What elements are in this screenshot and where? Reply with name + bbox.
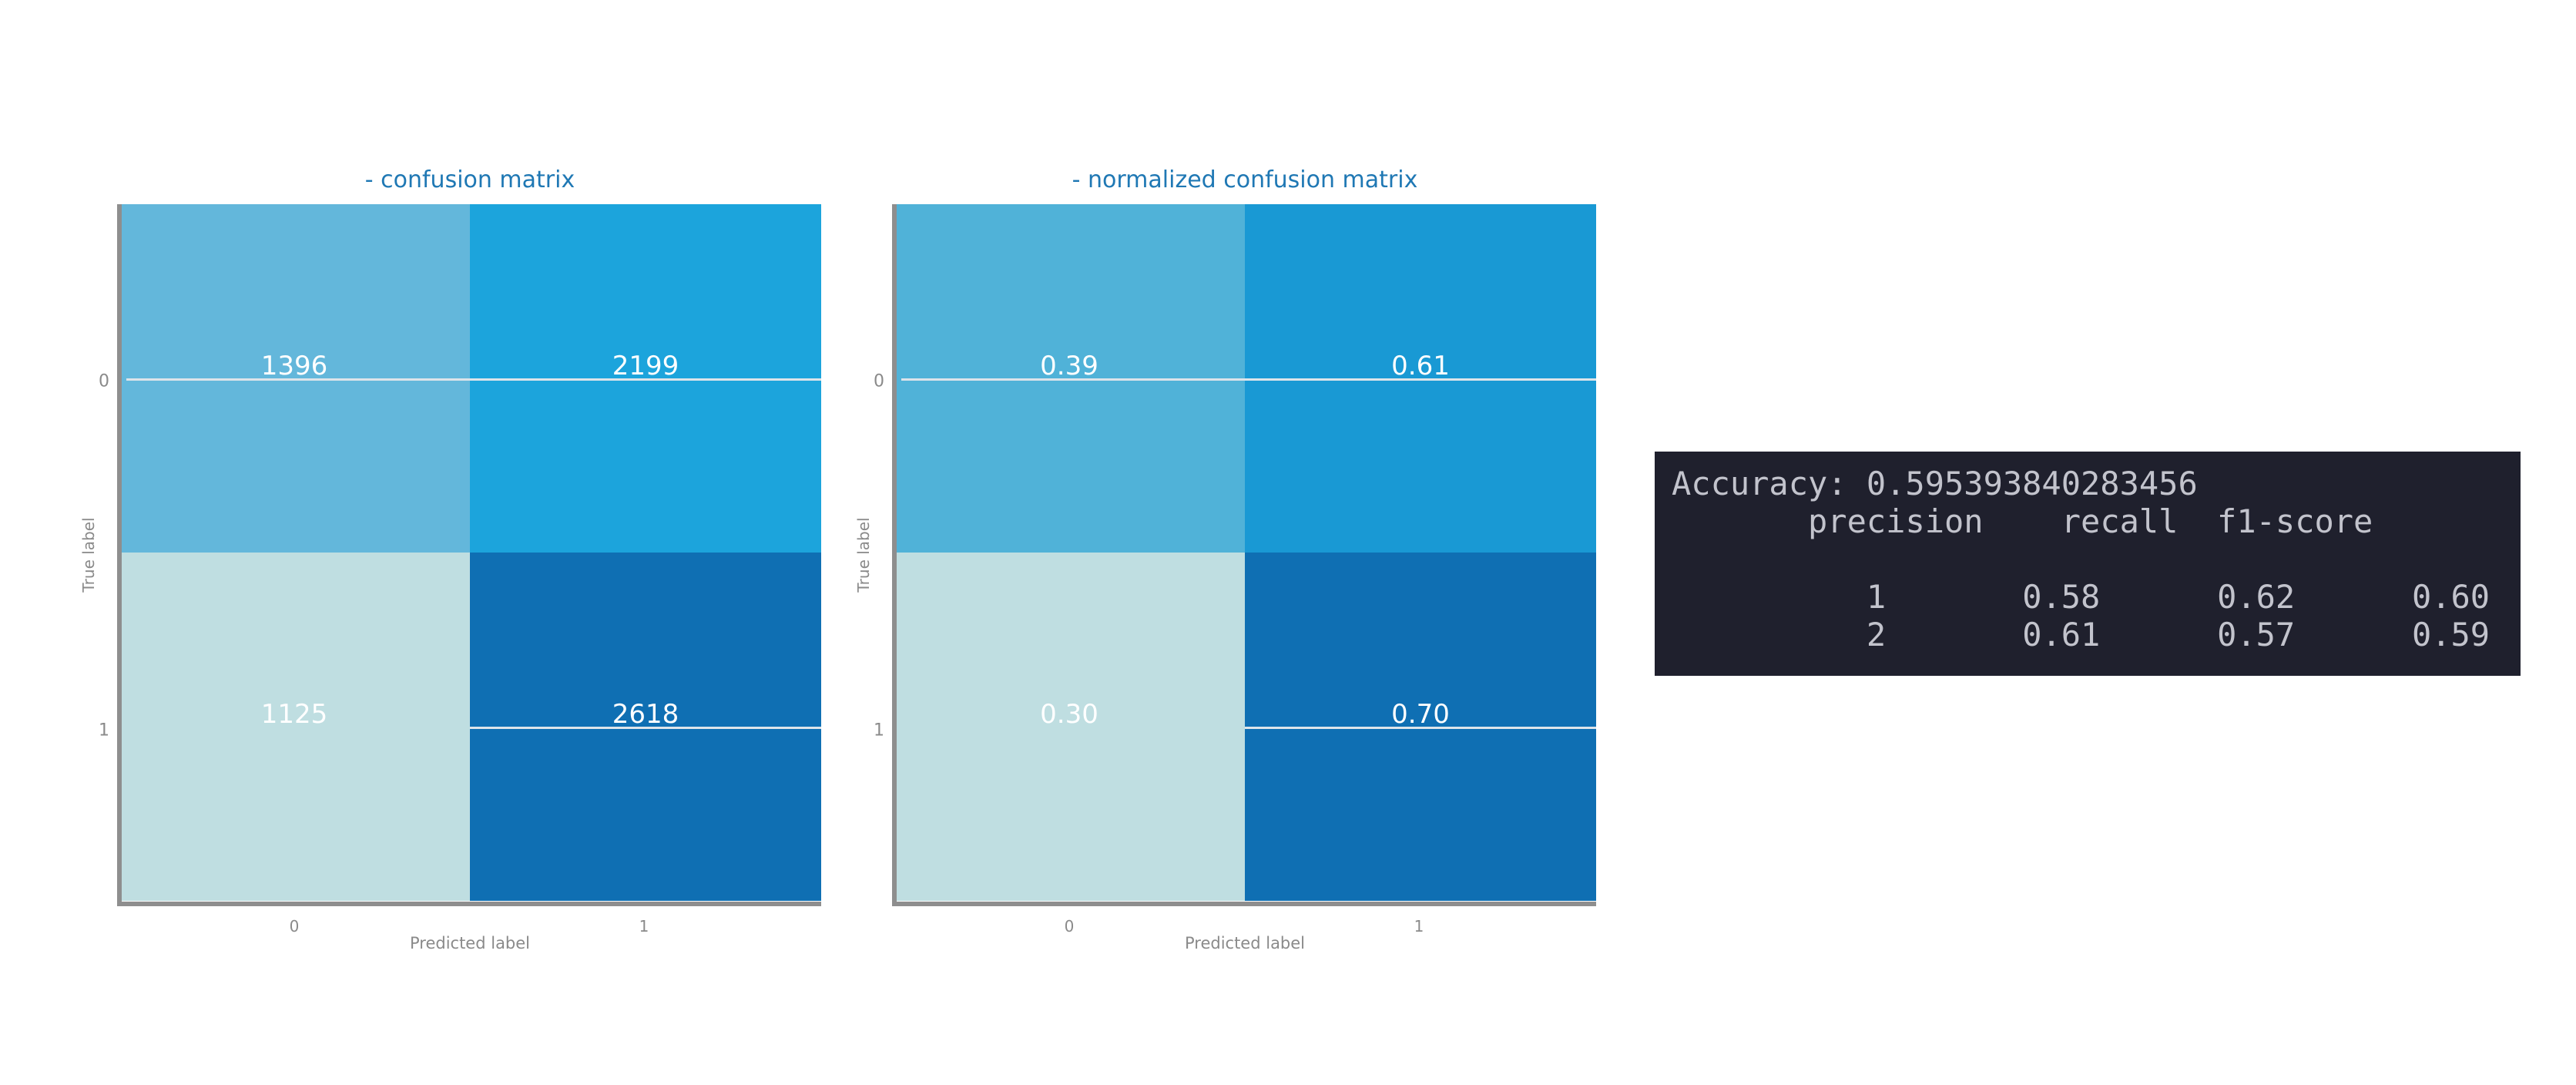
header-recall: recall [2061, 502, 2179, 540]
spacer [1672, 502, 1808, 540]
grid-line [126, 378, 821, 381]
x-axis [117, 902, 821, 906]
cell-value: 1396 [260, 351, 328, 381]
matrix-grid: 0.39 0.61 0.30 0.70 [894, 204, 1596, 902]
cell-value: 0.70 [1391, 699, 1450, 730]
row-recall: 0.62 [2217, 578, 2296, 616]
y-axis [892, 204, 897, 905]
report-header-row: precision recall f1-score [1672, 502, 2521, 540]
grid-line [901, 378, 1596, 381]
chart-title: - normalized confusion matrix [1072, 166, 1418, 193]
cell-value: 1125 [260, 699, 328, 730]
row-label: 2 [1866, 616, 1887, 653]
x-tick-label: 1 [1414, 917, 1424, 936]
blank-line [1672, 540, 2521, 578]
y-tick-label: 1 [874, 721, 884, 741]
matrix-grid: 1396 2199 1125 2618 [119, 204, 821, 902]
confusion-matrix-chart: - confusion matrix 1396 2199 1125 2618 0… [0, 154, 821, 986]
row-recall: 0.57 [2217, 616, 2296, 653]
matrix-cell: 1125 [119, 553, 470, 901]
x-tick-label: 0 [289, 917, 300, 936]
x-axis-label: Predicted label [1184, 934, 1306, 952]
cell-value: 0.61 [1391, 351, 1450, 381]
y-axis [117, 204, 122, 905]
report-row: 2 0.61 0.57 0.59 [1672, 616, 2521, 653]
row-f1: 0.60 [2411, 578, 2490, 616]
cell-value: 2199 [612, 351, 679, 381]
normalized-confusion-matrix-chart: - normalized confusion matrix 0.39 0.61 … [775, 154, 1596, 986]
header-precision: precision [1808, 502, 1984, 540]
y-tick-label: 1 [99, 721, 109, 741]
grid-line [470, 727, 821, 729]
x-tick-label: 0 [1064, 917, 1075, 936]
grid-line [1245, 727, 1596, 729]
x-axis [892, 902, 1596, 906]
header-f1-score: f1-score [2217, 502, 2373, 540]
y-axis-label: True label [854, 517, 873, 593]
row-f1: 0.59 [2411, 616, 2490, 653]
cell-value: 2618 [612, 699, 679, 730]
x-tick-label: 1 [639, 917, 649, 936]
y-tick-label: 0 [99, 371, 109, 391]
cell-value: 0.39 [1040, 351, 1098, 381]
cell-value: 0.30 [1040, 699, 1098, 730]
accuracy-line: Accuracy: 0.595393840283456 [1672, 465, 2198, 502]
row-label: 1 [1866, 578, 1887, 616]
report-row: 1 0.58 0.62 0.60 [1672, 578, 2521, 616]
row-precision: 0.58 [2022, 578, 2101, 616]
y-tick-label: 0 [874, 371, 884, 391]
matrix-cell: 0.30 [894, 553, 1245, 901]
chart-title: - confusion matrix [364, 166, 575, 193]
x-axis-label: Predicted label [409, 934, 531, 952]
classification-report: Accuracy: 0.595393840283456 precision re… [1655, 452, 2521, 676]
y-axis-label: True label [79, 517, 98, 593]
row-precision: 0.61 [2022, 616, 2101, 653]
